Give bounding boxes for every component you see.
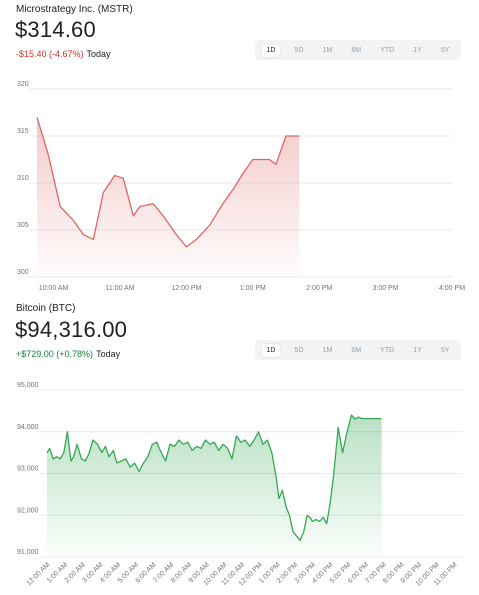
area-fill: [37, 117, 300, 277]
x-tick-label: 10:00 AM: [39, 285, 69, 292]
mstr-price-chart: 300 305 310 315 320 10:00 AM 11:00 AM 12:00 PM 1…: [17, 81, 465, 292]
y-tick-label: 310: [17, 175, 29, 182]
area-fill: [47, 415, 382, 557]
x-tick-label: 12:00 AM: [26, 561, 52, 587]
range-tab-1d[interactable]: 1D: [261, 43, 281, 57]
range-tab-1y[interactable]: 1Y: [413, 346, 422, 354]
range-tab-5y[interactable]: 5Y: [440, 346, 450, 354]
range-tab-1m[interactable]: 1M: [322, 46, 333, 54]
y-tick-label: 300: [17, 269, 29, 276]
range-tab-ytd[interactable]: YTD: [380, 46, 395, 54]
price-series-line: [36, 117, 300, 248]
y-tick-label: 93,000: [17, 466, 39, 473]
y-tick-label: 94,000: [17, 424, 39, 431]
range-tab-6m[interactable]: 6M: [351, 346, 362, 354]
price-change: +$729.00 (+0.78%): [16, 349, 94, 359]
price-change: -$15.40 (-4.67%): [16, 49, 84, 59]
price-change-row: +$729.00 (+0.78%) Today: [16, 349, 120, 359]
mstr-panel: Microstrategy Inc. (MSTR) $314.60 -$15.4…: [15, 4, 465, 292]
range-tab-1d[interactable]: 1D: [261, 343, 281, 357]
range-tab-ytd[interactable]: YTD: [380, 346, 395, 354]
y-tick-label: 92,000: [17, 507, 39, 514]
x-tick-label: 11:00 AM: [105, 285, 134, 292]
y-tick-label: 91,000: [17, 549, 39, 556]
crypto-name: Bitcoin (BTC): [16, 303, 76, 314]
btc-panel: Bitcoin (BTC) $94,316.00 +$729.00 (+0.78…: [0, 300, 479, 595]
range-tab-5y[interactable]: 5Y: [440, 46, 450, 54]
x-tick-label: 1:00 PM: [240, 285, 266, 292]
y-tick-label: 320: [17, 81, 29, 88]
x-tick-label: 3:00 PM: [373, 285, 399, 292]
crypto-price: $94,316.00: [15, 317, 128, 342]
time-range-tabs: 1D 5D 1M 6M YTD 1Y 5Y: [255, 40, 461, 60]
price-series-line: [46, 414, 382, 541]
stock-name: Microstrategy Inc. (MSTR): [16, 4, 133, 15]
price-change-row: -$15.40 (-4.67%) Today: [16, 49, 111, 59]
range-tab-1y[interactable]: 1Y: [413, 46, 422, 54]
range-tab-6m[interactable]: 6M: [351, 46, 362, 54]
y-tick-label: 305: [17, 222, 29, 229]
range-tab-5d[interactable]: 5D: [294, 346, 304, 354]
range-tab-5d[interactable]: 5D: [294, 46, 304, 54]
today-label: Today: [86, 49, 111, 59]
x-tick-label: 12:00 PM: [171, 285, 201, 292]
stock-price: $314.60: [15, 17, 96, 42]
y-tick-label: 95,000: [17, 382, 39, 389]
today-label: Today: [96, 349, 121, 359]
time-range-tabs: 1D 5D 1M 6M YTD 1Y 5Y: [255, 340, 461, 360]
x-tick-label: 4:00 PM: [439, 285, 465, 292]
y-tick-label: 315: [17, 128, 29, 135]
x-tick-label: 2:00 PM: [306, 285, 332, 292]
range-tab-1m[interactable]: 1M: [322, 346, 333, 354]
